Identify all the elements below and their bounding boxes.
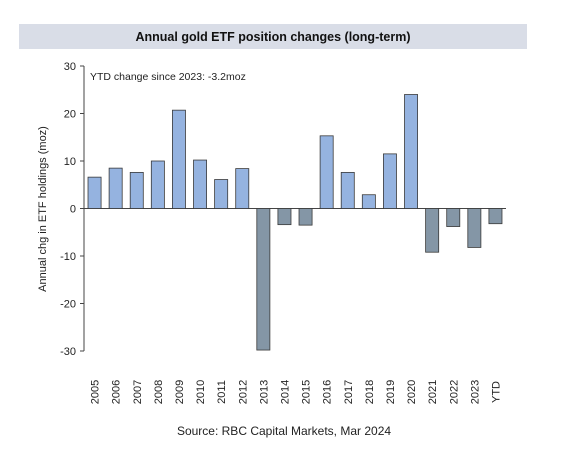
bar-2007 bbox=[129, 171, 144, 209]
y-tick-label: -30 bbox=[60, 346, 76, 358]
bar-2008 bbox=[150, 160, 165, 209]
bar-2023 bbox=[467, 208, 482, 248]
bars-layer bbox=[87, 94, 503, 351]
y-tick-label: 30 bbox=[64, 61, 76, 73]
y-axis-label: Annual chg in ETF holdings (moz) bbox=[37, 126, 49, 292]
y-tick-label: 20 bbox=[64, 109, 76, 121]
x-tick-label: 2023 bbox=[469, 380, 481, 404]
x-tick-label: 2005 bbox=[90, 380, 102, 404]
chart-title: Annual gold ETF position changes (long-t… bbox=[19, 24, 527, 49]
x-tick-label: 2009 bbox=[174, 380, 186, 404]
x-tick-label: 2010 bbox=[195, 380, 207, 404]
bar-2012 bbox=[235, 168, 250, 209]
y-tick-label: 10 bbox=[64, 156, 76, 168]
x-tick-label: 2021 bbox=[427, 380, 439, 404]
bar-2018 bbox=[361, 194, 376, 209]
x-tick-label: 2008 bbox=[153, 380, 165, 404]
bar-YTD bbox=[488, 208, 503, 225]
y-tick-label: -20 bbox=[60, 299, 76, 311]
bar-2015 bbox=[298, 208, 313, 226]
x-tick-label: 2012 bbox=[237, 380, 249, 404]
x-tick-label: 2011 bbox=[216, 380, 228, 404]
axis-layer: 30 20 10 0 -10 -20 -30 bbox=[60, 61, 506, 358]
y-tick-label: 0 bbox=[70, 204, 76, 216]
x-tick-label: 2020 bbox=[406, 380, 418, 404]
bar-2014 bbox=[277, 208, 292, 226]
bar-2019 bbox=[383, 153, 397, 209]
bar-2017 bbox=[340, 171, 355, 209]
bar-2011 bbox=[214, 179, 229, 209]
labels-layer: 2005 2006 2007 2008 2009 2010 2011 2012 2013 2014… bbox=[90, 380, 503, 404]
x-tick-label: 2019 bbox=[385, 380, 397, 404]
source-note: Source: RBC Capital Markets, Mar 2024 bbox=[176, 424, 392, 438]
x-tick-label: 2006 bbox=[111, 380, 123, 404]
x-tick-label: 2017 bbox=[343, 380, 355, 404]
x-tick-label: 2015 bbox=[301, 380, 313, 404]
bar-2013 bbox=[256, 208, 271, 351]
bar-2016 bbox=[319, 135, 334, 209]
x-tick-label: YTD bbox=[490, 381, 502, 403]
bar-2006 bbox=[108, 167, 123, 209]
x-tick-label: 2016 bbox=[322, 380, 334, 404]
x-tick-label: 2013 bbox=[258, 380, 270, 404]
ytd-annotation: YTD change since 2023: -3.2moz bbox=[90, 71, 246, 83]
bar-2005 bbox=[87, 176, 102, 209]
bar-2020 bbox=[404, 94, 418, 209]
x-tick-label: 2018 bbox=[364, 380, 376, 404]
x-tick-label: 2014 bbox=[279, 380, 291, 404]
x-tick-label: 2007 bbox=[132, 380, 144, 404]
bar-2022 bbox=[446, 208, 461, 227]
bar-2009 bbox=[172, 109, 186, 209]
x-tick-label: 2022 bbox=[448, 380, 460, 404]
bar-2021 bbox=[425, 208, 440, 253]
bar-2010 bbox=[193, 159, 207, 209]
y-tick-label: -10 bbox=[60, 251, 76, 263]
